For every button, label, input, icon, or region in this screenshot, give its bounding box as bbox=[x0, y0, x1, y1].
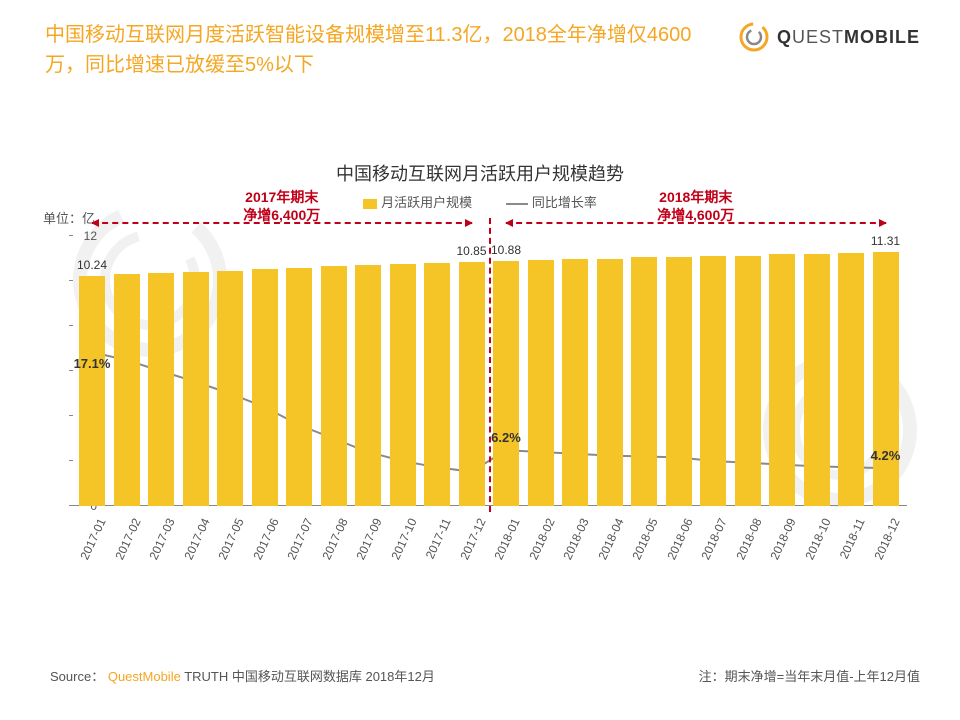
bar bbox=[873, 252, 899, 506]
x-tick: 2017-01 bbox=[77, 516, 108, 562]
x-tick: 2018-11 bbox=[837, 516, 868, 561]
x-tick: 2018-09 bbox=[767, 516, 798, 562]
x-tick: 2017-07 bbox=[284, 516, 315, 562]
x-tick: 2018-12 bbox=[871, 516, 902, 562]
growth-label: 6.2% bbox=[491, 430, 521, 445]
bar bbox=[424, 263, 450, 506]
bar bbox=[597, 259, 623, 507]
footer: Source： QuestMobile TRUTH 中国移动互联网数据库 201… bbox=[50, 666, 920, 685]
bar bbox=[79, 276, 105, 506]
bar bbox=[700, 256, 726, 506]
bar bbox=[838, 253, 864, 506]
bar bbox=[459, 262, 485, 506]
bar bbox=[804, 254, 830, 506]
bar bbox=[631, 257, 657, 506]
x-tick: 2018-05 bbox=[629, 516, 660, 562]
legend-line-label: 同比增长率 bbox=[532, 195, 597, 210]
x-tick: 2018-07 bbox=[698, 516, 729, 562]
bar bbox=[666, 257, 692, 506]
x-tick: 2018-10 bbox=[802, 516, 833, 562]
bar-value-label: 11.31 bbox=[871, 234, 900, 248]
period-divider bbox=[489, 218, 491, 512]
x-tick: 2017-11 bbox=[423, 516, 454, 561]
bar bbox=[217, 271, 243, 506]
legend-bar-label: 月活跃用户规模 bbox=[381, 195, 472, 210]
bar bbox=[769, 254, 795, 506]
legend-bar-swatch bbox=[363, 199, 377, 209]
x-tick: 2017-09 bbox=[353, 516, 384, 562]
bar-value-label: 10.24 bbox=[77, 258, 107, 272]
x-tick: 2017-08 bbox=[319, 516, 350, 562]
x-tick: 2017-12 bbox=[457, 516, 488, 562]
x-tick: 2017-03 bbox=[146, 516, 177, 562]
x-tick: 2018-06 bbox=[664, 516, 695, 562]
x-tick: 2018-01 bbox=[491, 516, 522, 562]
bar bbox=[562, 259, 588, 506]
growth-label: 4.2% bbox=[871, 448, 901, 463]
x-tick: 2017-04 bbox=[181, 516, 212, 562]
chart-plot: 0246810122017-012017-022017-032017-04201… bbox=[75, 236, 905, 506]
chart-legend: 月活跃用户规模 同比增长率 bbox=[45, 192, 915, 211]
chart-container: 中国移动互联网月活跃用户规模趋势 月活跃用户规模 同比增长率 单位：亿 0246… bbox=[45, 160, 915, 590]
bar bbox=[390, 264, 416, 506]
x-tick: 2018-04 bbox=[595, 516, 626, 562]
legend-line-swatch bbox=[506, 203, 528, 205]
logo: QUESTMOBILE bbox=[737, 20, 920, 54]
bar bbox=[148, 273, 174, 506]
footnote: 注：期末净增=当年末月值-上年12月值 bbox=[699, 666, 920, 685]
growth-label: 17.1% bbox=[74, 356, 111, 371]
page-title: 中国移动互联网月度活跃智能设备规模增至11.3亿，2018全年净增仅4600万，… bbox=[45, 20, 725, 80]
x-tick: 2018-02 bbox=[526, 516, 557, 562]
bar bbox=[252, 269, 278, 506]
annotation-text: 2017年期末净增6,400万 bbox=[222, 188, 342, 224]
x-tick: 2017-02 bbox=[112, 516, 143, 562]
bar bbox=[321, 266, 347, 506]
annotation-text: 2018年期末净增4,600万 bbox=[636, 188, 756, 224]
bar bbox=[286, 268, 312, 507]
bar bbox=[493, 261, 519, 506]
x-tick: 2017-10 bbox=[388, 516, 419, 562]
chart-title: 中国移动互联网月活跃用户规模趋势 bbox=[45, 160, 915, 186]
bar bbox=[355, 265, 381, 506]
bar bbox=[183, 272, 209, 506]
y-tick: 12 bbox=[73, 229, 97, 243]
logo-icon bbox=[737, 20, 771, 54]
x-tick: 2017-05 bbox=[215, 516, 246, 562]
x-tick: 2018-08 bbox=[733, 516, 764, 562]
bar-value-label: 10.88 bbox=[491, 243, 521, 257]
x-tick: 2018-03 bbox=[560, 516, 591, 562]
x-tick: 2017-06 bbox=[250, 516, 281, 562]
bar bbox=[114, 274, 140, 506]
bar bbox=[528, 260, 554, 506]
bar-value-label: 10.85 bbox=[456, 244, 486, 258]
source-text: Source： QuestMobile TRUTH 中国移动互联网数据库 201… bbox=[50, 666, 435, 685]
logo-text: QUESTMOBILE bbox=[777, 27, 920, 48]
bar bbox=[735, 256, 761, 506]
unit-label: 单位：亿 bbox=[43, 208, 95, 227]
